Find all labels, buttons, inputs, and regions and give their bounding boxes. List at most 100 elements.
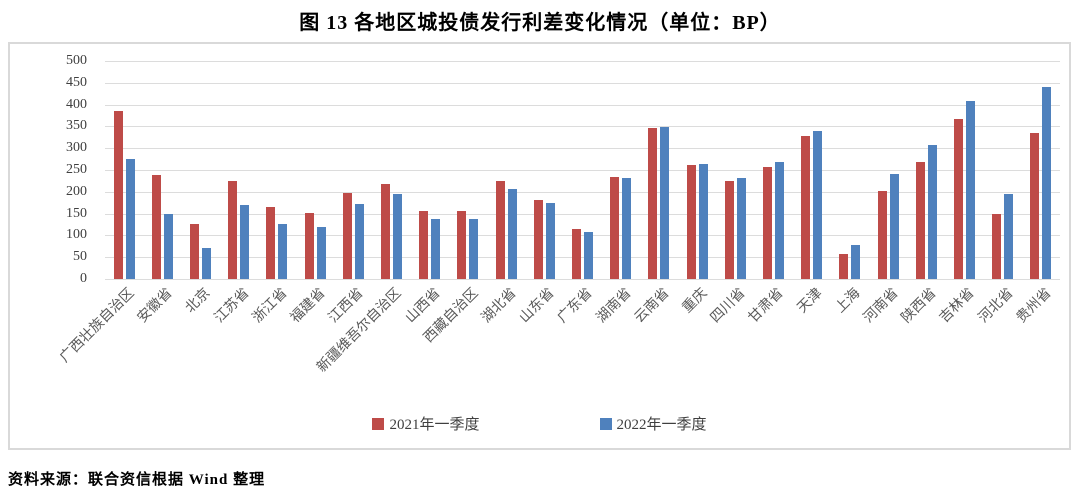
bar-group-河南省 <box>869 61 907 279</box>
bar-group-甘肃省 <box>754 61 792 279</box>
x-label-slot: 河北省 <box>976 280 1022 398</box>
bar-group-广东省 <box>563 61 601 279</box>
bar-2021年一季度-云南省 <box>648 127 658 279</box>
x-label-slot: 上海 <box>831 280 869 398</box>
x-label-slot: 广西壮族自治区 <box>58 280 143 398</box>
legend-item-2021年一季度: 2021年一季度 <box>372 413 480 434</box>
y-tick-label-100: 100 <box>66 227 87 243</box>
bar-2022年一季度-广西壮族自治区 <box>125 159 135 279</box>
bar-group-陕西省 <box>907 61 945 279</box>
bar-group-贵州省 <box>1022 61 1060 279</box>
gridline-100 <box>105 235 1060 237</box>
bar-2022年一季度-江西省 <box>354 203 364 279</box>
bar-2022年一季度-吉林省 <box>966 101 976 279</box>
y-axis-labels: 0 50 100 150 200 250 300 350 400 450 500 <box>10 53 97 286</box>
bar-2021年一季度-吉林省 <box>954 119 964 279</box>
bar-2021年一季度-安徽省 <box>151 175 161 279</box>
bar-2022年一季度-天津 <box>813 130 823 279</box>
x-label-slot: 江苏省 <box>212 280 258 398</box>
bar-2021年一季度-山东省 <box>533 200 543 279</box>
bar-2022年一季度-甘肃省 <box>775 162 785 279</box>
bar-2022年一季度-云南省 <box>660 126 670 279</box>
bar-2021年一季度-上海 <box>839 254 849 279</box>
source-note: 资料来源：联合资信根据 Wind 整理 <box>8 472 266 488</box>
bar-2022年一季度-河北省 <box>1004 194 1014 279</box>
gridline-400 <box>105 104 1060 106</box>
bar-group-山西省 <box>411 61 449 279</box>
gridline-200 <box>105 191 1060 193</box>
bar-2021年一季度-山西省 <box>419 210 429 279</box>
bar-2021年一季度-湖北省 <box>495 180 505 279</box>
bar-2022年一季度-重庆 <box>698 163 708 279</box>
bar-group-上海 <box>831 61 869 279</box>
bar-group-河北省 <box>984 61 1022 279</box>
bar-group-湖南省 <box>602 61 640 279</box>
bar-2021年一季度-四川省 <box>724 180 734 279</box>
x-label-slot: 山东省 <box>517 280 563 398</box>
y-tick-label-150: 150 <box>66 205 87 221</box>
bar-2021年一季度-贵州省 <box>1030 133 1040 279</box>
x-tick-label-天津: 天津 <box>794 285 826 317</box>
x-label-slot: 湖南省 <box>594 280 640 398</box>
y-tick-label-450: 450 <box>66 74 87 90</box>
bar-group-湖北省 <box>487 61 525 279</box>
bar-group-重庆 <box>678 61 716 279</box>
bar-2022年一季度-贵州省 <box>1042 87 1052 279</box>
y-tick-label-300: 300 <box>66 140 87 156</box>
bar-2022年一季度-北京 <box>202 248 211 279</box>
bar-2021年一季度-浙江省 <box>266 207 276 279</box>
x-label-slot: 天津 <box>793 280 831 398</box>
gridline-250 <box>105 170 1060 171</box>
gridline-300 <box>105 148 1060 150</box>
bar-2022年一季度-新疆维吾尔自治区 <box>393 194 403 279</box>
legend: 2021年一季度 2022年一季度 <box>10 413 1069 434</box>
bar-2022年一季度-安徽省 <box>163 214 173 279</box>
x-axis-labels: 广西壮族自治区 安徽省 北京 江苏省 浙江省 福建省 江西省 新疆维吾尔自治区 山西省 西藏自治区… <box>58 280 1060 398</box>
bar-2022年一季度-广东省 <box>584 232 594 279</box>
x-label-slot: 福建省 <box>288 280 334 398</box>
bar-2022年一季度-湖南省 <box>622 177 632 279</box>
x-label-slot: 安徽省 <box>135 280 181 398</box>
bar-2021年一季度-天津 <box>801 136 811 279</box>
bar-group-江西省 <box>334 61 372 279</box>
bar-2021年一季度-广西壮族自治区 <box>113 110 123 279</box>
x-label-slot: 贵州省 <box>1014 280 1060 398</box>
plot-area <box>105 61 1060 280</box>
legend-item-2022年一季度: 2022年一季度 <box>599 413 707 434</box>
x-label-slot: 河南省 <box>861 280 907 398</box>
x-label-slot: 北京 <box>181 280 219 398</box>
x-label-slot: 吉林省 <box>938 280 983 398</box>
gridline-150 <box>105 213 1060 215</box>
bar-2022年一季度-山东省 <box>545 202 555 279</box>
bar-2022年一季度-浙江省 <box>278 223 288 279</box>
bar-2022年一季度-江苏省 <box>240 204 250 279</box>
x-label-slot: 四川省 <box>708 280 754 398</box>
bar-2022年一季度-陕西省 <box>927 144 937 279</box>
bar-group-天津 <box>793 61 831 279</box>
y-tick-label-0: 0 <box>80 271 87 286</box>
bar-2021年一季度-北京 <box>190 224 199 279</box>
bar-2021年一季度-重庆 <box>686 165 696 279</box>
bar-2022年一季度-四川省 <box>736 178 746 279</box>
chart-title: 图 13 各地区城投债发行利差变化情况（单位：BP） <box>299 12 781 34</box>
x-label-slot: 云南省 <box>632 280 678 398</box>
bar-2022年一季度-湖北省 <box>507 188 517 279</box>
bar-2022年一季度-山西省 <box>431 218 441 279</box>
x-label-slot: 新疆维吾尔自治区 <box>315 280 410 398</box>
bar-2022年一季度-西藏自治区 <box>469 218 479 279</box>
bar-group-安徽省 <box>143 61 181 279</box>
x-label-slot: 甘肃省 <box>747 280 792 398</box>
gridline-450 <box>105 82 1060 84</box>
legend-swatch-icon <box>372 417 385 430</box>
x-label-slot: 重庆 <box>678 280 716 398</box>
bar-2021年一季度-江西省 <box>342 192 352 279</box>
bar-group-西藏自治区 <box>449 61 487 279</box>
y-tick-label-200: 200 <box>66 183 87 199</box>
y-tick-label-50: 50 <box>73 249 87 265</box>
x-label-slot: 湖北省 <box>479 280 525 398</box>
bar-2021年一季度-陕西省 <box>915 162 925 279</box>
legend-swatch-icon <box>599 417 612 430</box>
bar-2021年一季度-河南省 <box>877 190 887 279</box>
bar-group-广西壮族自治区 <box>105 61 143 279</box>
bar-group-北京 <box>181 61 219 279</box>
